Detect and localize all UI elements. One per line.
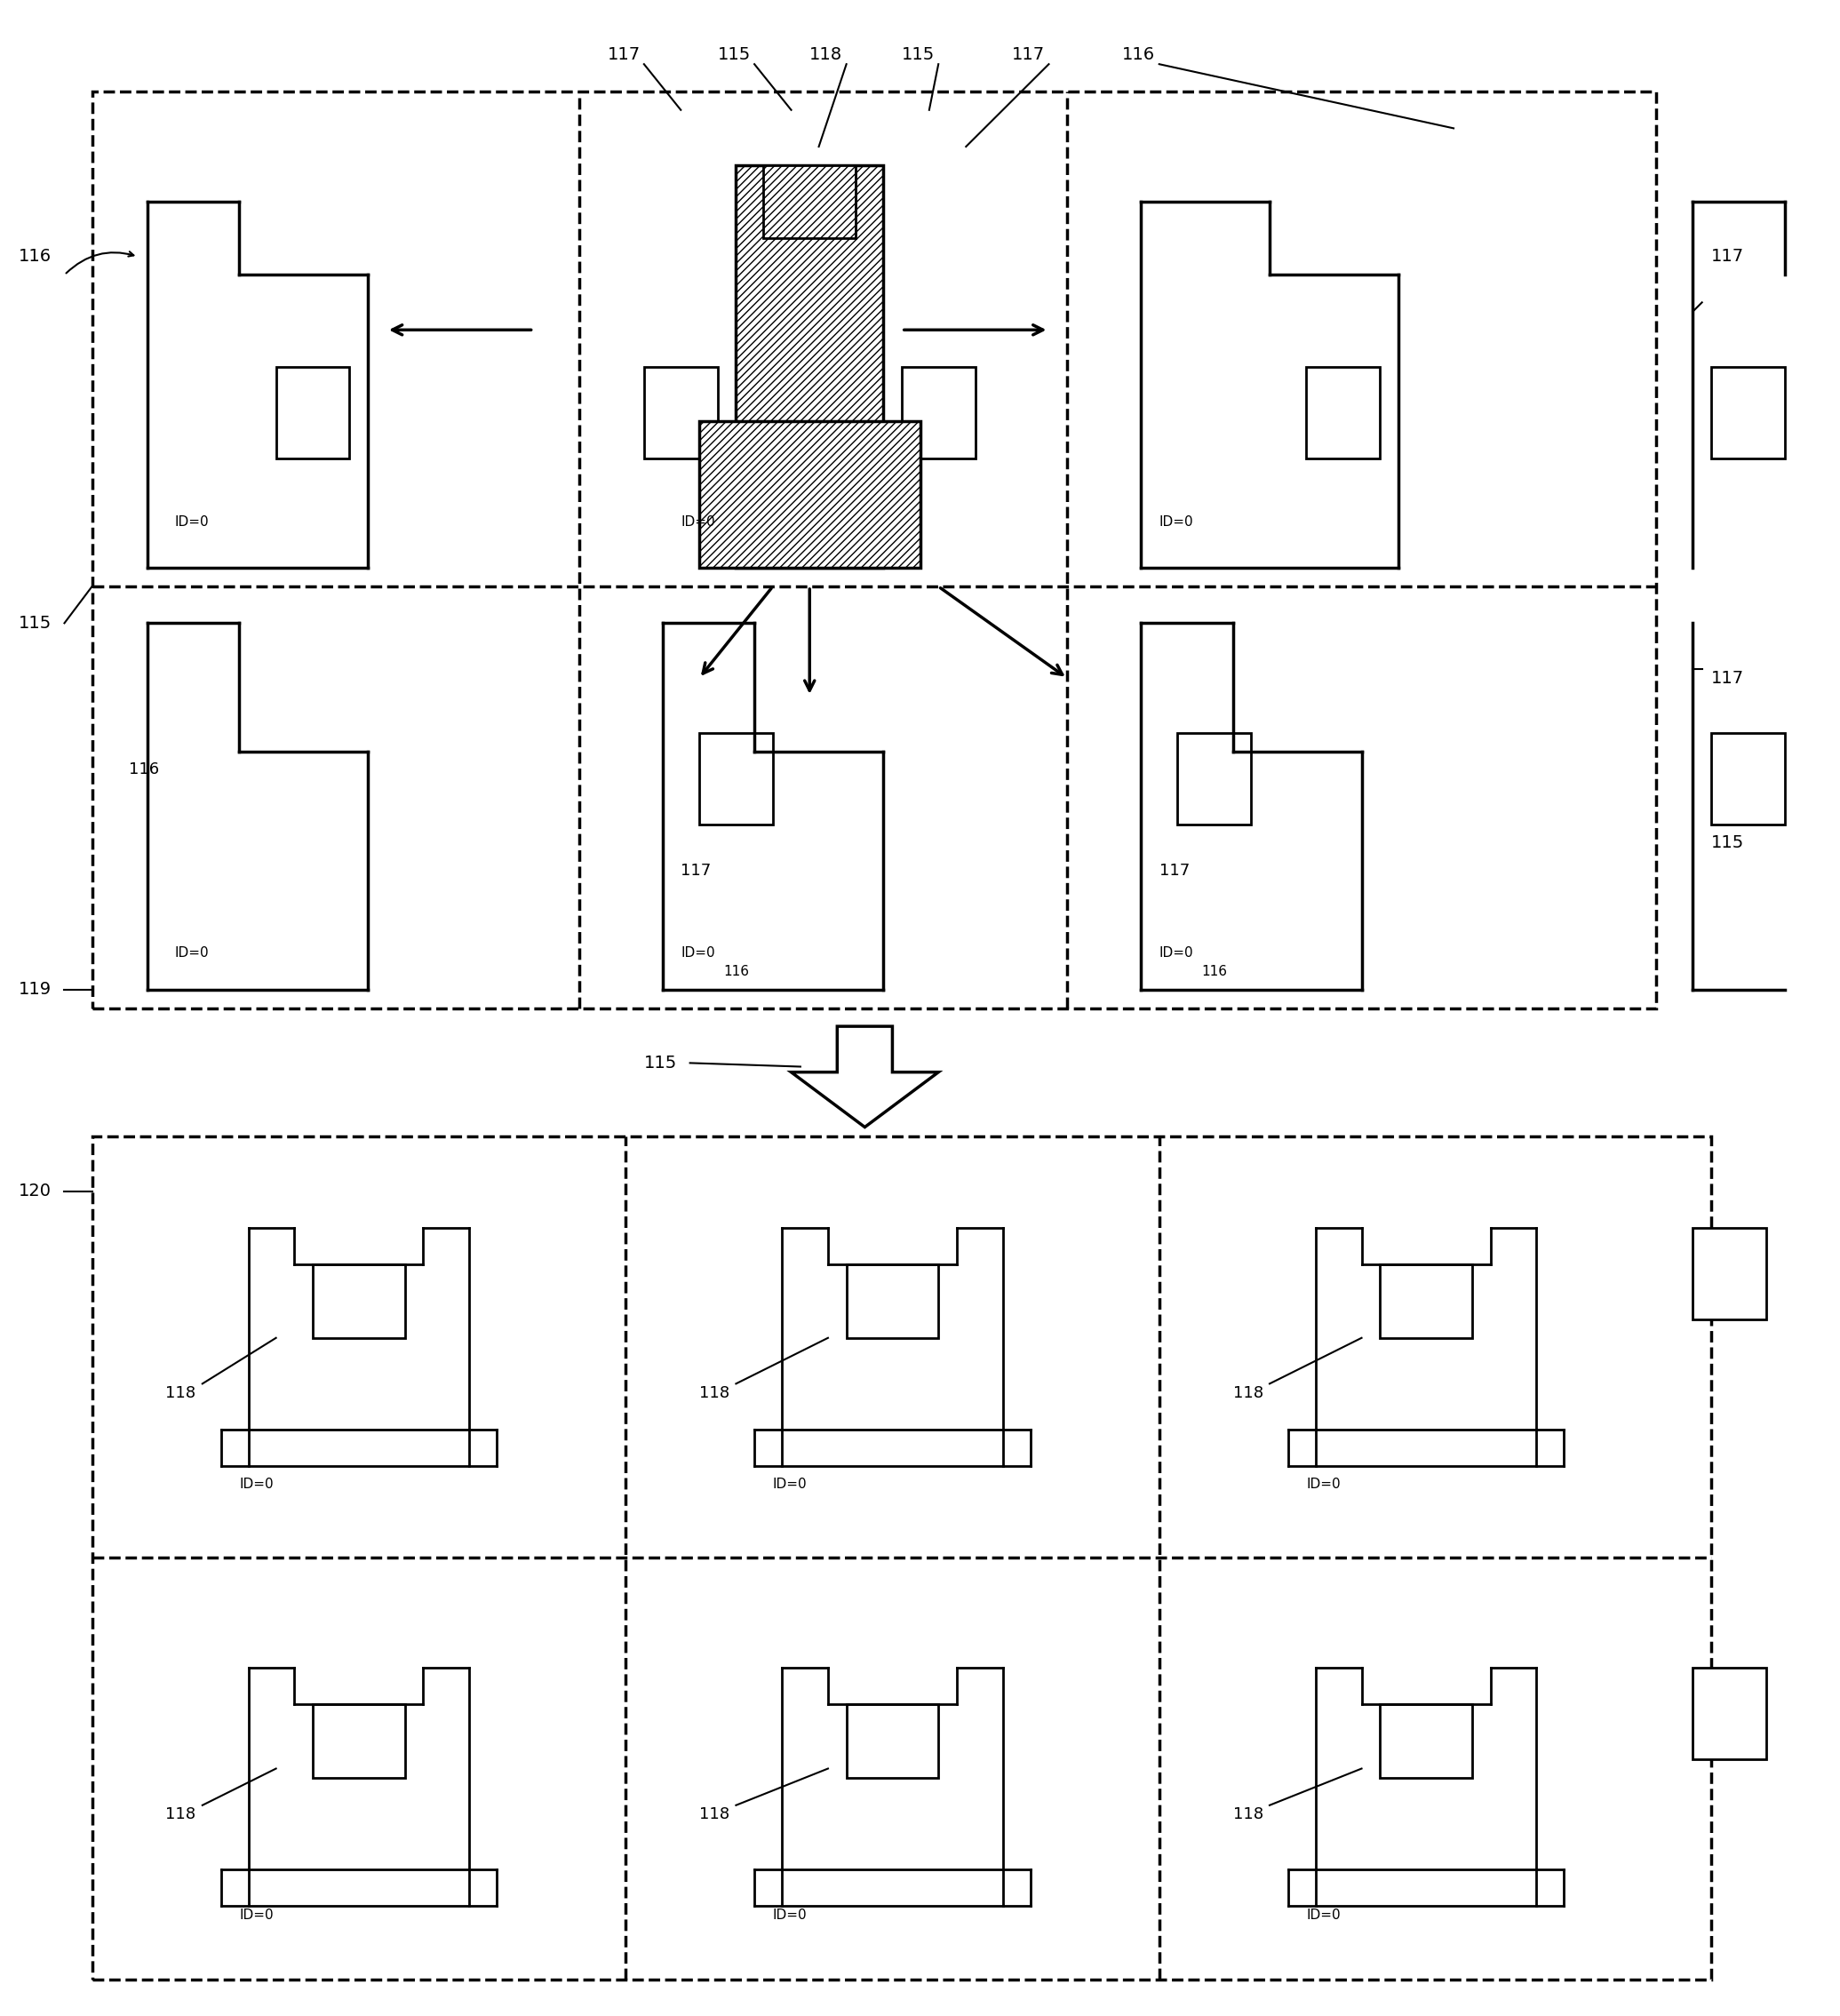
Bar [902, 367, 975, 458]
Text: 115: 115 [718, 46, 751, 62]
Bar [1306, 367, 1380, 458]
Bar [1711, 734, 1785, 825]
Text: 120: 120 [18, 1183, 52, 1200]
Polygon shape [791, 1026, 938, 1127]
Text: 117: 117 [607, 46, 640, 62]
Bar [92, 1137, 1711, 1980]
Text: 117: 117 [1711, 248, 1744, 264]
Text: 116: 116 [1202, 966, 1227, 978]
Bar [1178, 734, 1251, 825]
Text: ID=0: ID=0 [239, 1909, 274, 1921]
Text: 118: 118 [166, 1385, 195, 1401]
Text: 115: 115 [1711, 835, 1744, 851]
Bar [313, 1704, 405, 1778]
Text: ID=0: ID=0 [681, 946, 716, 960]
Text: ID=0: ID=0 [1159, 946, 1194, 960]
Text: 118: 118 [699, 1385, 729, 1401]
Text: 118: 118 [1233, 1385, 1262, 1401]
Bar [736, 165, 883, 569]
Text: 118: 118 [166, 1806, 195, 1822]
Text: 119: 119 [18, 982, 52, 998]
Text: ID=0: ID=0 [773, 1478, 808, 1492]
Text: ID=0: ID=0 [1306, 1909, 1341, 1921]
Text: 118: 118 [810, 46, 843, 62]
Text: 116: 116 [1122, 46, 1156, 62]
Text: ID=0: ID=0 [1306, 1478, 1341, 1492]
Bar [276, 367, 350, 458]
Bar [764, 165, 856, 238]
Text: 118: 118 [699, 1806, 729, 1822]
Text: 117: 117 [1159, 863, 1190, 879]
Bar [846, 1264, 938, 1339]
Text: ID=0: ID=0 [175, 946, 210, 960]
Text: ID=0: ID=0 [1159, 516, 1194, 528]
Bar [644, 367, 718, 458]
Text: ID=0: ID=0 [773, 1909, 808, 1921]
Text: 117: 117 [1711, 669, 1744, 687]
Bar [1711, 367, 1785, 458]
Text: 118: 118 [1233, 1806, 1262, 1822]
Text: 117: 117 [681, 863, 712, 879]
Bar [699, 734, 773, 825]
Text: 117: 117 [1012, 46, 1045, 62]
Bar [1693, 1228, 1766, 1320]
Bar [92, 91, 1656, 1008]
Text: ID=0: ID=0 [681, 516, 716, 528]
Bar [846, 1704, 938, 1778]
Text: ID=0: ID=0 [175, 516, 210, 528]
Bar [1380, 1704, 1472, 1778]
Text: 116: 116 [129, 762, 158, 778]
Text: 115: 115 [644, 1054, 677, 1070]
Text: ID=0: ID=0 [239, 1478, 274, 1492]
Bar [699, 421, 920, 569]
Bar [1693, 1667, 1766, 1760]
Text: 115: 115 [902, 46, 935, 62]
Bar [313, 1264, 405, 1339]
Text: 116: 116 [18, 248, 52, 264]
Text: 116: 116 [723, 966, 749, 978]
Bar [1380, 1264, 1472, 1339]
Text: 115: 115 [18, 615, 52, 631]
